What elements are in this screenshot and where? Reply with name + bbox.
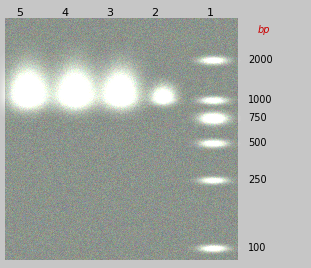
Text: 5: 5 bbox=[16, 8, 24, 18]
Text: 1000: 1000 bbox=[248, 95, 272, 105]
Text: 250: 250 bbox=[248, 175, 267, 185]
Text: 2: 2 bbox=[151, 8, 159, 18]
Text: 4: 4 bbox=[62, 8, 68, 18]
Text: 1: 1 bbox=[207, 8, 213, 18]
Text: 750: 750 bbox=[248, 113, 267, 123]
Text: 100: 100 bbox=[248, 243, 267, 253]
Text: bp: bp bbox=[258, 25, 271, 35]
Text: 2000: 2000 bbox=[248, 55, 273, 65]
Text: 3: 3 bbox=[106, 8, 114, 18]
Text: 500: 500 bbox=[248, 138, 267, 148]
